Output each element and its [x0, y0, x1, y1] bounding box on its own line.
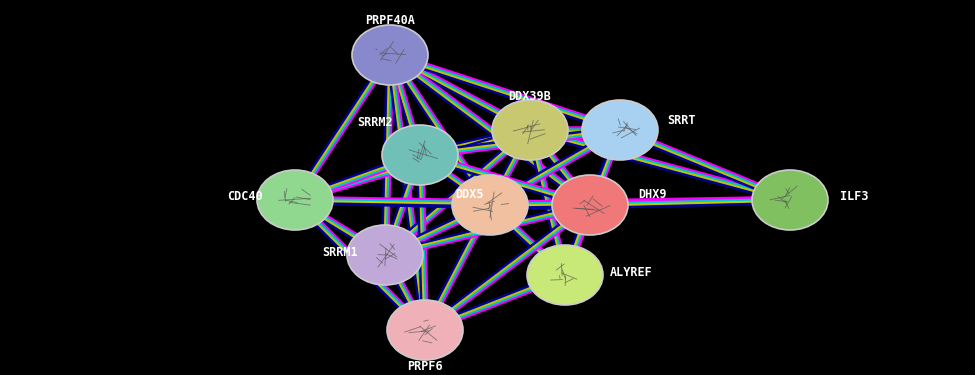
- Ellipse shape: [387, 300, 463, 360]
- Text: DDX39B: DDX39B: [509, 90, 552, 104]
- Text: ILF3: ILF3: [840, 189, 869, 202]
- Ellipse shape: [257, 170, 333, 230]
- Text: DDX5: DDX5: [455, 189, 485, 201]
- Text: SRRM1: SRRM1: [323, 246, 358, 258]
- Ellipse shape: [382, 125, 458, 185]
- Ellipse shape: [527, 245, 603, 305]
- Ellipse shape: [492, 100, 568, 160]
- Text: CDC40: CDC40: [227, 189, 263, 202]
- Ellipse shape: [752, 170, 828, 230]
- Text: PRPF6: PRPF6: [408, 360, 443, 372]
- Ellipse shape: [552, 175, 628, 235]
- Text: PRPF40A: PRPF40A: [365, 13, 415, 27]
- Ellipse shape: [347, 225, 423, 285]
- Text: SRRM2: SRRM2: [358, 116, 393, 129]
- Ellipse shape: [582, 100, 658, 160]
- Ellipse shape: [452, 175, 528, 235]
- Text: ALYREF: ALYREF: [610, 267, 652, 279]
- Text: DHX9: DHX9: [638, 189, 667, 201]
- Ellipse shape: [352, 25, 428, 85]
- Text: SRRT: SRRT: [667, 114, 695, 126]
